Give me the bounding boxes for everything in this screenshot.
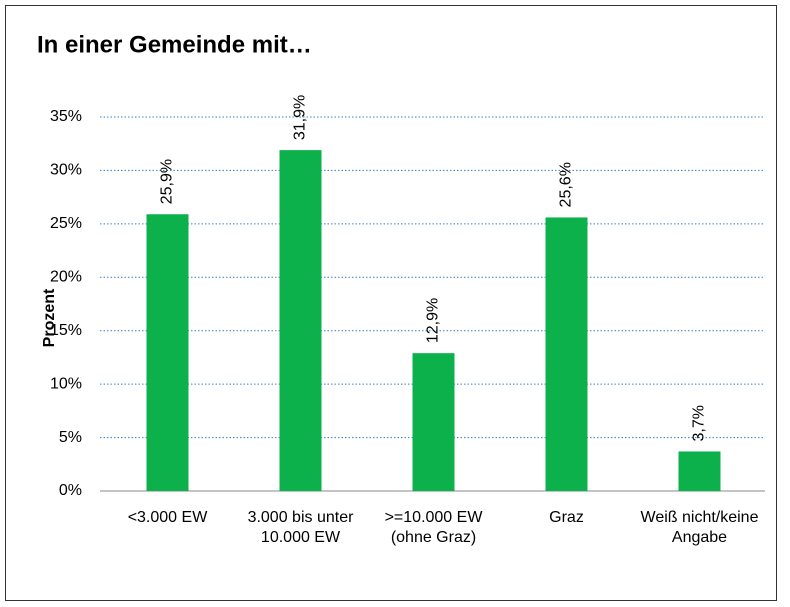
y-tick-label: 0%: [59, 482, 82, 499]
y-tick-label: 5%: [59, 429, 82, 446]
x-tick-label: >=10.000 EW (ohne Graz): [384, 509, 483, 546]
value-label: 3,7%: [691, 405, 708, 441]
value-label: 25,9%: [159, 159, 176, 204]
bar: [678, 451, 721, 491]
y-tick-label: 30%: [50, 162, 82, 179]
x-tick-label: <3.000 EW: [127, 509, 208, 526]
chart-title: In einer Gemeinde mit…: [37, 31, 312, 58]
x-tick-label: Graz: [549, 509, 584, 526]
y-tick-label: 35%: [50, 108, 82, 125]
value-label: 25,6%: [558, 162, 575, 207]
y-tick-label: 10%: [50, 375, 82, 392]
bar: [545, 217, 588, 491]
x-tick-label: 3.000 bis unter 10.000 EW: [247, 509, 354, 546]
bar: [146, 214, 189, 492]
bar: [279, 150, 322, 491]
y-tick-label: 15%: [50, 322, 82, 339]
x-tick-label: Weiß nicht/keine Angabe: [640, 509, 759, 546]
chart-frame: [5, 5, 777, 601]
value-label: 31,9%: [292, 95, 309, 140]
value-label: 12,9%: [425, 298, 442, 343]
y-axis-label: Prozent: [41, 288, 58, 347]
y-tick-label: 25%: [50, 215, 82, 232]
bar: [412, 353, 455, 491]
y-tick-label: 20%: [50, 269, 82, 286]
